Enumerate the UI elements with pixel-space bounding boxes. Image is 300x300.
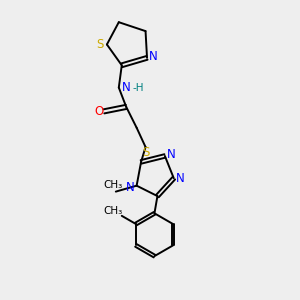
Text: N: N [176, 172, 185, 185]
Text: N: N [149, 50, 158, 63]
Text: N: N [126, 181, 134, 194]
Text: CH₃: CH₃ [103, 206, 122, 216]
Text: CH₃: CH₃ [104, 180, 123, 190]
Text: N: N [167, 148, 176, 161]
Text: -H: -H [132, 83, 144, 93]
Text: O: O [94, 105, 103, 118]
Text: N: N [122, 81, 130, 94]
Text: S: S [142, 146, 149, 159]
Text: S: S [97, 38, 104, 51]
